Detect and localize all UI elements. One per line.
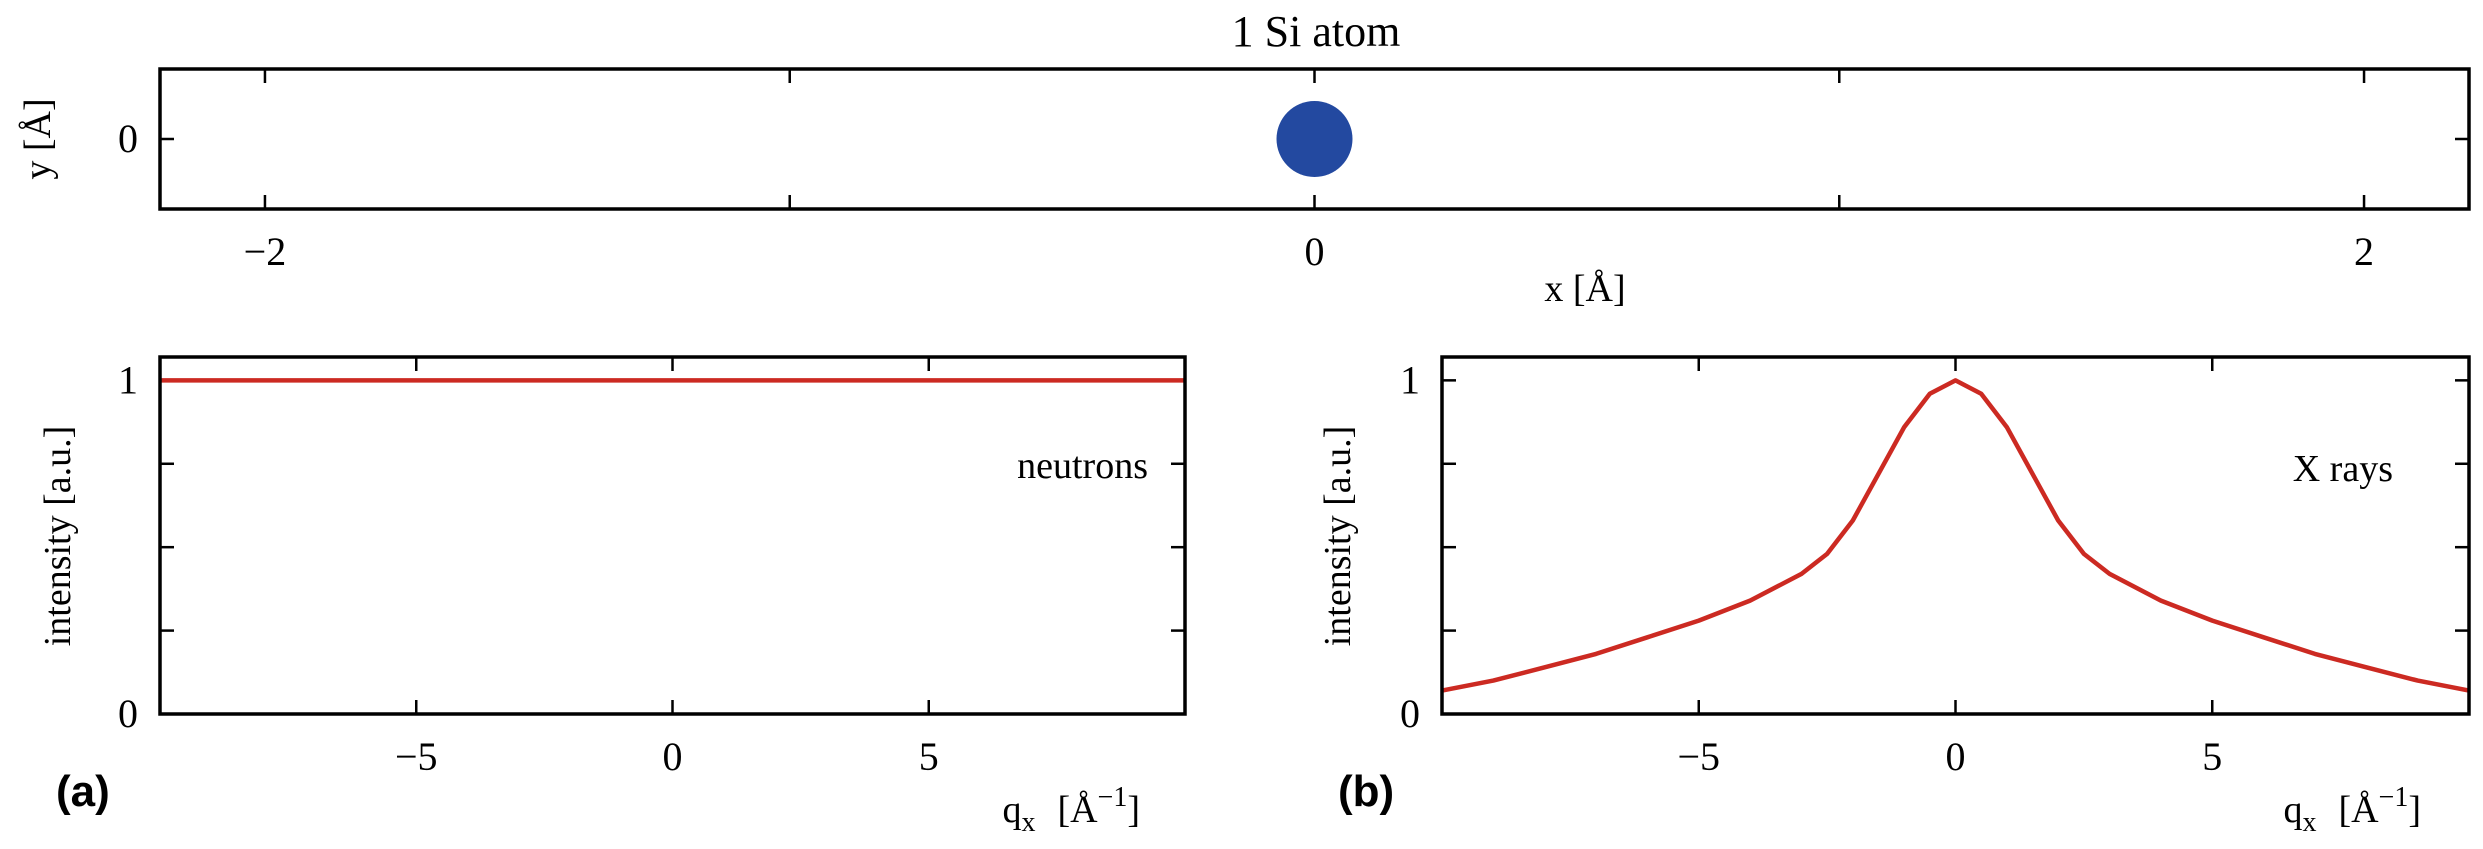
y-tick-label: 0 <box>118 691 138 736</box>
plot-frame <box>1440 355 2471 716</box>
y-tick-label: 1 <box>1400 357 1420 402</box>
x-tick-label: 5 <box>919 734 939 779</box>
y-axis-label: intensity [a.u.] <box>1317 426 1359 647</box>
y-tick-label: 1 <box>118 357 138 402</box>
atom-position-panel: 1 Si atom −2 0 2 0 x [Å] y [Å] <box>17 7 2471 310</box>
x-tick-label: 5 <box>2202 734 2222 779</box>
x-tick-label: 0 <box>1305 229 1325 274</box>
xrays-annotation: X rays <box>2293 448 2393 490</box>
x-tick-label: −5 <box>395 734 438 779</box>
x-axis-label: qx [Å−1] <box>2283 782 2421 838</box>
plot-frame <box>158 67 2471 211</box>
intensity-curve <box>1441 378 2470 693</box>
x-tick-label: −2 <box>244 229 287 274</box>
neutrons-annotation: neutrons <box>1017 445 1148 487</box>
panel-label-b: (b) <box>1338 767 1394 816</box>
chart-title: 1 Si atom <box>1232 7 1401 56</box>
panel-label-a: (a) <box>56 767 110 816</box>
x-tick-label: −5 <box>1677 734 1720 779</box>
x-tick-label: 0 <box>1946 734 1966 779</box>
y-axis-label: intensity [a.u.] <box>37 426 79 647</box>
x-axis-label: x [Å] <box>1544 268 1625 310</box>
y-tick-label: 0 <box>1400 691 1420 736</box>
plot-frame <box>158 355 1187 716</box>
neutrons-panel: −5 0 5 0 1 neutrons intensity [a.u.] qx [Å−1… <box>37 355 1187 838</box>
x-tick-label: 0 <box>663 734 683 779</box>
xrays-panel: −5 0 5 01 X rays intensity [a.u.] qx [Å−1] … <box>1317 355 2471 838</box>
y-tick-label: 0 <box>118 116 138 161</box>
x-axis-label: qx [Å−1] <box>1002 782 1140 838</box>
y-axis-label: y [Å] <box>17 98 59 179</box>
x-tick-label: 2 <box>2354 229 2374 274</box>
si-atom-point <box>1276 101 1353 177</box>
